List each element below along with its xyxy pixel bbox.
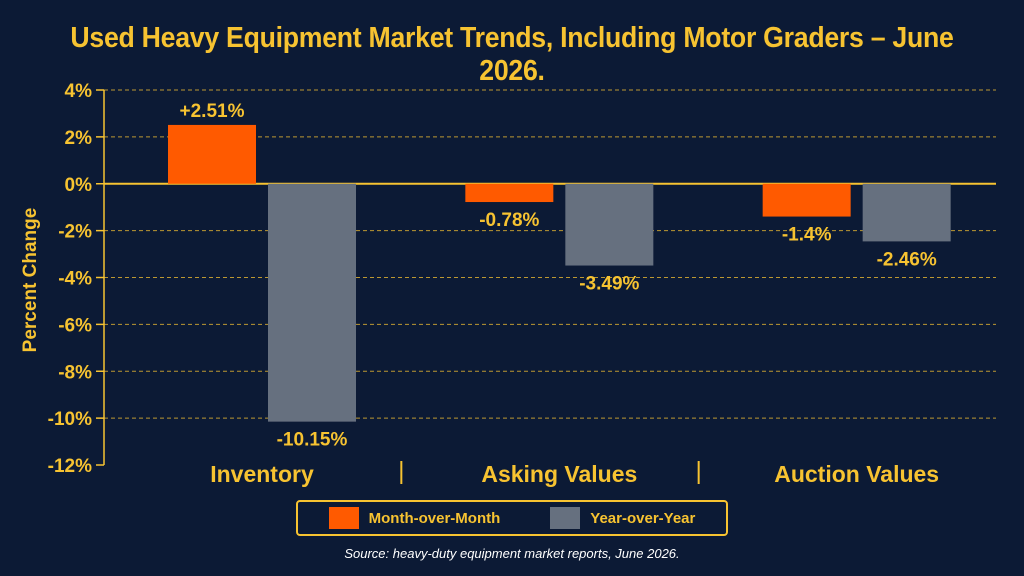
bar-month-over-month-1 [465, 183, 554, 203]
y-tick-label: 2% [65, 128, 93, 149]
legend-item-month-over-month: Month-over-Month [328, 507, 501, 529]
bar-year-over-year-2 [862, 183, 951, 242]
x-tick-label: Inventory [210, 461, 314, 487]
y-tick-label: -4% [58, 269, 92, 290]
data-label: +2.51% [180, 101, 245, 122]
y-tick-label: -12% [48, 456, 92, 477]
y-tick-label: -8% [58, 362, 92, 383]
data-label: -10.15% [277, 430, 348, 451]
y-tick-label: 4% [65, 81, 93, 102]
legend-swatch-year-over-year [550, 507, 581, 529]
legend: Month-over-Month Year-over-Year [296, 500, 728, 536]
y-tick-label: -6% [58, 315, 92, 336]
data-label: -0.78% [479, 210, 539, 231]
bar-year-over-year-1 [565, 183, 654, 266]
grid-lines [104, 89, 996, 419]
data-label: -1.4% [782, 225, 832, 246]
bar-month-over-month-0 [168, 124, 256, 184]
legend-item-year-over-year: Year-over-Year [550, 507, 695, 529]
x-tick-label: Asking Values [481, 461, 637, 487]
y-tick-label: -2% [58, 222, 92, 243]
y-axis-label: Percent Change [20, 208, 41, 353]
bars [168, 124, 951, 422]
legend-label-month-over-month: Month-over-Month [368, 509, 501, 527]
y-tick-label: -10% [48, 409, 92, 430]
chart-title: Used Heavy Equipment Market Trends, Incl… [70, 22, 954, 87]
bar-year-over-year-0 [268, 183, 356, 422]
data-labels: +2.51% -10.15% -0.78% -3.49% -1.4% -2.46% [180, 101, 937, 451]
axes: 4% 2% 0% -2% -4% -6% -8% -10% -12% Inventory Askin… [48, 81, 996, 487]
y-tick-label: 0% [65, 175, 93, 196]
bar-month-over-month-2 [762, 183, 851, 217]
legend-label-year-over-year: Year-over-Year [590, 509, 696, 527]
legend-swatch-month-over-month [328, 507, 359, 529]
source-note: Source: heavy-duty equipment market repo… [344, 546, 680, 561]
data-label: -3.49% [579, 274, 639, 295]
x-tick-label: Auction Values [774, 461, 939, 487]
data-label: -2.46% [877, 249, 937, 270]
